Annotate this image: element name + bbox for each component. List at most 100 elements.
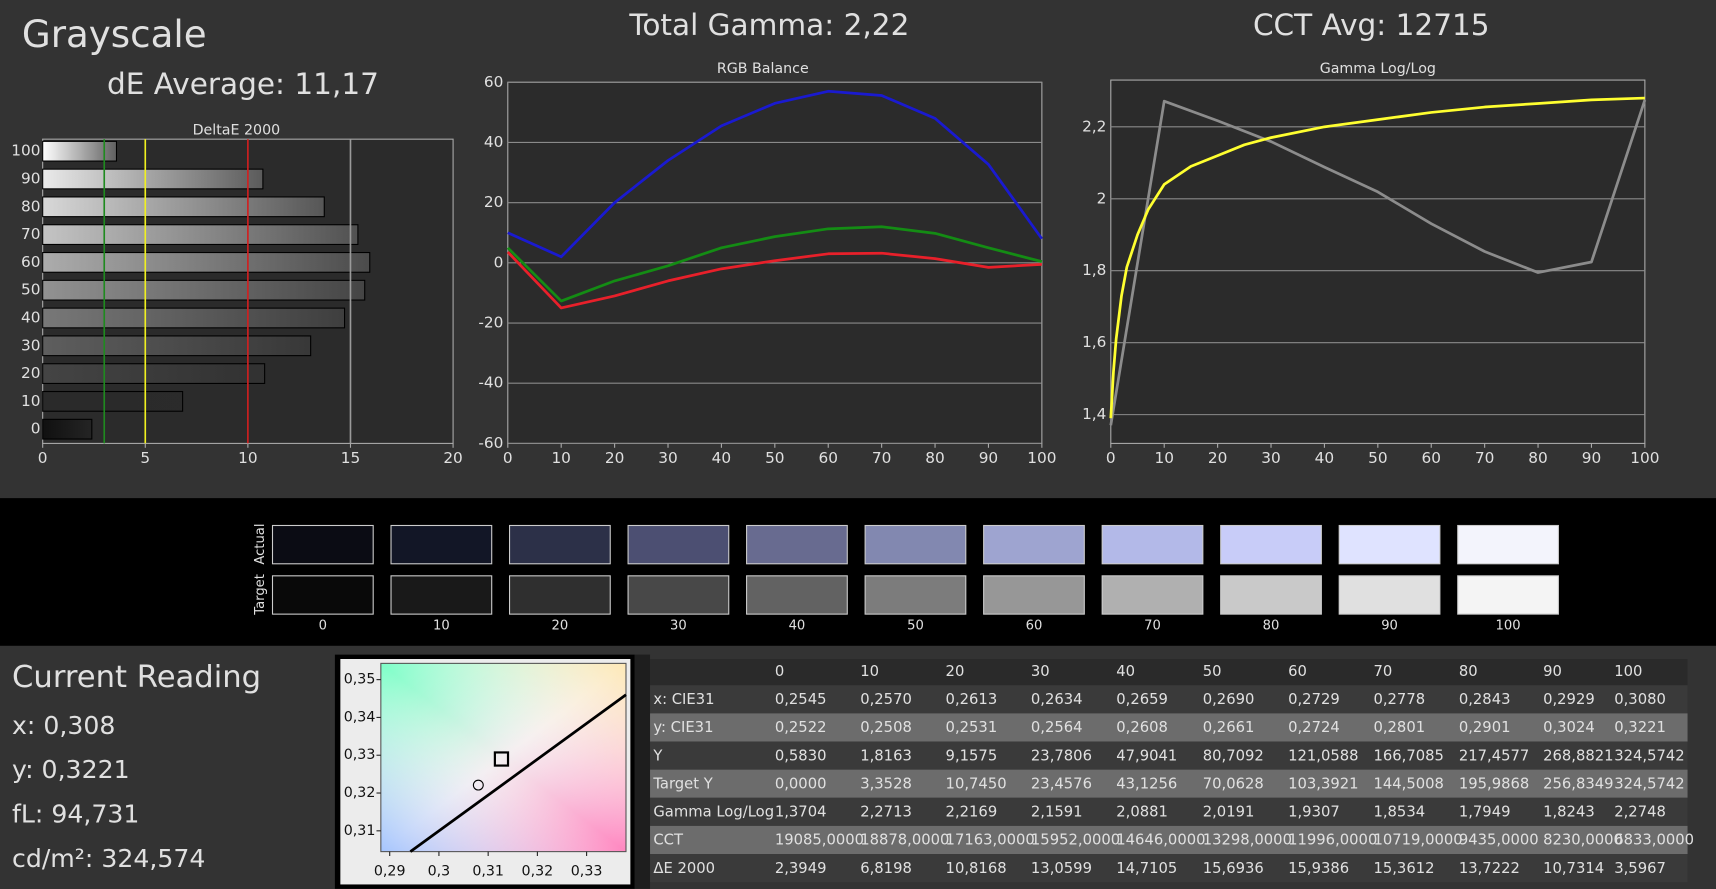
y-tick-label: 40 — [21, 308, 41, 326]
table-cell: 166,7085 — [1373, 747, 1443, 764]
y-tick-label: 60 — [21, 253, 41, 271]
swatch-label: 30 — [670, 619, 687, 634]
y-tick-label: 0,32 — [344, 785, 376, 801]
reading-line: fL: 94,731 — [12, 799, 139, 828]
bar — [42, 307, 346, 329]
x-tick-label: 5 — [140, 449, 150, 467]
y-tick-label: 30 — [21, 336, 41, 354]
table-row-bg — [650, 741, 1688, 770]
reading-line: cd/m²: 324,574 — [12, 844, 205, 873]
table-cell: 23,7806 — [1031, 747, 1092, 764]
table-header: 30 — [1031, 663, 1050, 680]
x-tick-label: 70 — [1475, 449, 1495, 467]
x-tick-label: 10 — [1154, 449, 1174, 467]
chart-title: RGB Balance — [717, 61, 809, 77]
x-tick-label: 20 — [1208, 449, 1228, 467]
table-cell: 10,7450 — [946, 775, 1007, 792]
table-cell: 0,3024 — [1543, 719, 1595, 736]
actual-swatch — [627, 524, 730, 565]
target-swatch — [390, 575, 493, 615]
series-line — [1109, 96, 1645, 419]
target-swatch — [1457, 575, 1559, 615]
table-cell: 0,2729 — [1288, 691, 1340, 708]
table-cell: 15,9386 — [1288, 860, 1349, 877]
target-swatch — [627, 575, 730, 615]
swatch-panel — [0, 498, 1716, 646]
swatch-label: 0 — [319, 619, 327, 634]
table-cell: 0,2659 — [1116, 691, 1168, 708]
table-cell: 13298,0000 — [1203, 832, 1292, 849]
table-row-bg — [650, 854, 1688, 883]
table-cell: 13,7222 — [1459, 860, 1520, 877]
x-tick-label: 0,32 — [522, 863, 554, 879]
table-cell: 0,5830 — [775, 747, 827, 764]
swatch-label: 80 — [1263, 619, 1280, 634]
x-tick-label: 90 — [979, 449, 999, 467]
table-cell: 1,8534 — [1373, 804, 1425, 821]
x-tick-label: 80 — [925, 449, 944, 467]
table-cell: 15,6936 — [1203, 860, 1264, 877]
table-cell: 3,3528 — [860, 775, 912, 792]
x-tick-label: 40 — [712, 449, 732, 467]
target-swatch — [1101, 575, 1204, 615]
y-tick-label: 0 — [31, 420, 41, 438]
y-tick-label: 0,35 — [344, 672, 376, 688]
table-cell: 1,3704 — [775, 804, 827, 821]
x-tick-label: 60 — [818, 449, 838, 467]
table-header: 70 — [1373, 663, 1392, 680]
divider — [634, 654, 651, 889]
bar — [42, 335, 312, 357]
y-tick-label: 0,31 — [344, 823, 376, 839]
x-tick-label: 0,33 — [571, 863, 603, 879]
table-header-bg — [650, 659, 1688, 686]
table-cell: 144,5008 — [1373, 775, 1443, 792]
table-cell: 0,2690 — [1203, 691, 1255, 708]
swatch-label: 50 — [907, 619, 924, 634]
actual-swatch — [508, 524, 611, 565]
table-cell: 0,2634 — [1031, 691, 1083, 708]
actual-swatch — [271, 524, 374, 565]
table-row-label: Gamma Log/Log — [653, 804, 774, 821]
table-header: 20 — [946, 663, 965, 680]
table-cell: 1,7949 — [1459, 804, 1511, 821]
table-cell: 18878,0000 — [860, 832, 949, 849]
table-cell: 0,2545 — [775, 691, 827, 708]
x-tick-label: 100 — [1027, 449, 1056, 467]
y-tick-label: 60 — [484, 73, 504, 91]
table-row-label: y: CIE31 — [653, 719, 713, 736]
table-row-bg — [650, 713, 1688, 742]
plot-area — [1110, 79, 1646, 444]
series-line — [506, 251, 1042, 310]
series-line — [1109, 99, 1647, 426]
target-swatch — [271, 575, 374, 615]
table-header: 100 — [1614, 663, 1642, 680]
total-gamma: Total Gamma: 2,22 — [628, 8, 909, 42]
table-cell: 195,9868 — [1459, 775, 1529, 792]
table-cell: 256,8349 — [1543, 775, 1613, 792]
table-cell: 9,1575 — [946, 747, 998, 764]
x-tick-label: 80 — [1528, 449, 1548, 467]
table-cell: 2,0191 — [1203, 804, 1255, 821]
y-tick-label: 0,33 — [344, 747, 376, 763]
actual-swatch — [1457, 524, 1559, 565]
x-tick-label: 10 — [238, 449, 258, 467]
table-cell: 8230,0000 — [1543, 832, 1623, 849]
table-cell: 9435,0000 — [1459, 832, 1539, 849]
swatch-label: 40 — [789, 619, 806, 634]
y-tick-label: 2,2 — [1082, 117, 1106, 135]
table-cell: 14,7105 — [1116, 860, 1177, 877]
table-cell: 1,8243 — [1543, 804, 1595, 821]
table-cell: 103,3921 — [1288, 775, 1358, 792]
table-row-bg — [650, 769, 1688, 798]
x-tick-label: 0 — [503, 449, 513, 467]
table-header: 80 — [1459, 663, 1478, 680]
table-cell: 2,2713 — [860, 804, 912, 821]
page-title: Grayscale — [22, 12, 207, 56]
x-tick-label: 15 — [341, 449, 360, 467]
table-header: 0 — [775, 663, 784, 680]
table-row-label: CCT — [653, 832, 684, 849]
y-tick-label: 20 — [484, 193, 504, 211]
bar — [42, 224, 359, 245]
bar — [42, 196, 325, 218]
y-tick-label: 100 — [11, 142, 40, 160]
